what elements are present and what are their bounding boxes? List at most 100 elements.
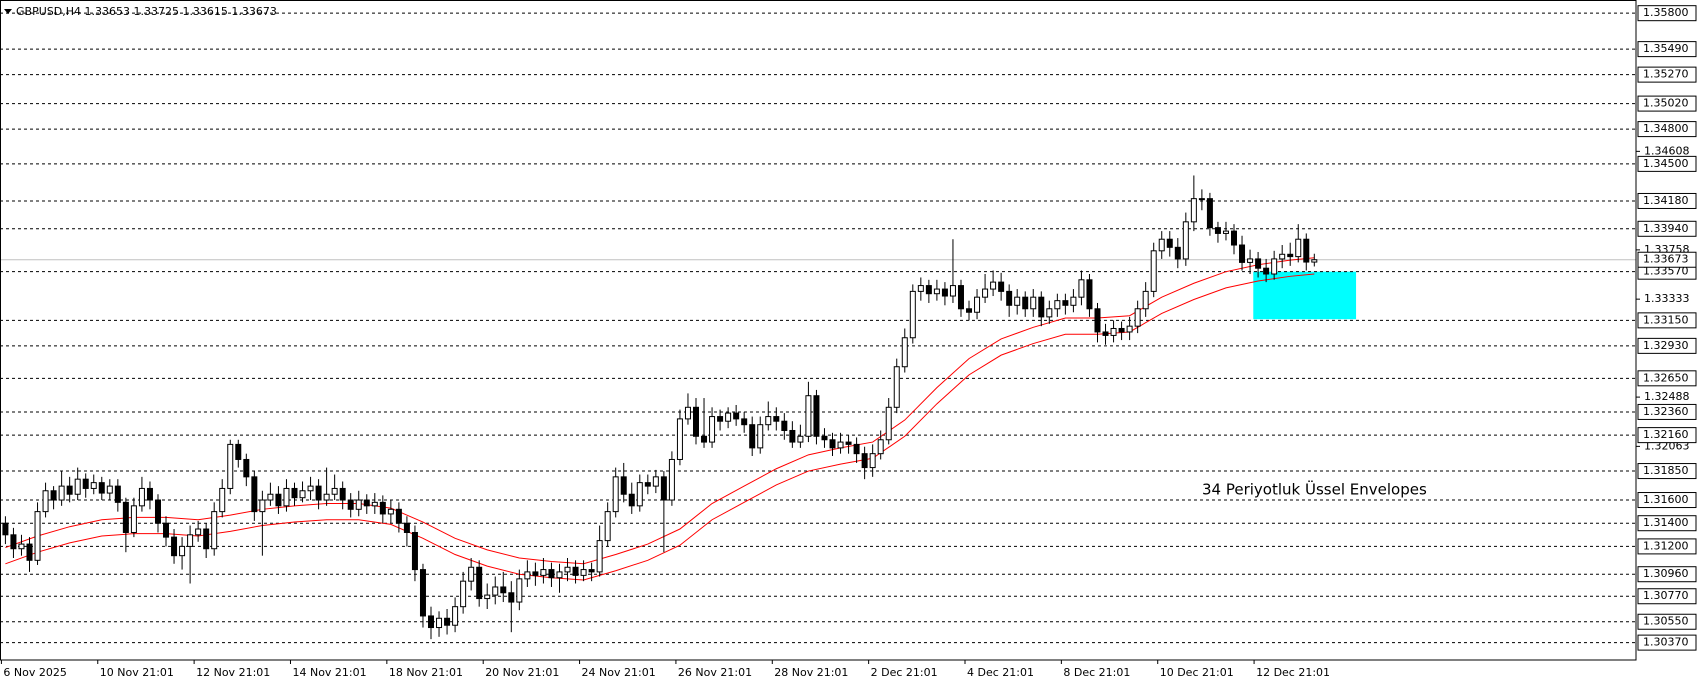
level-label: 1.30550: [1643, 615, 1689, 628]
candle-body: [98, 482, 105, 494]
candle-body: [58, 485, 65, 501]
level-label: 1.32930: [1643, 339, 1689, 352]
level-label-box: [1637, 121, 1697, 138]
level-label: 1.33150: [1643, 313, 1689, 326]
candle-body: [741, 418, 748, 426]
candle-body: [701, 435, 708, 443]
level-label-box: [1637, 463, 1697, 480]
candle-body: [275, 493, 282, 507]
candle-body: [821, 435, 828, 441]
candle-body: [636, 482, 643, 507]
x-tick-label: 12 Dec 21:01: [1256, 666, 1330, 679]
candle-body: [1150, 250, 1157, 292]
candle-body: [339, 487, 346, 501]
candle-body: [813, 395, 820, 437]
candle-body: [211, 511, 218, 550]
price-label-box: [1637, 251, 1697, 268]
candle-body: [331, 487, 338, 495]
candle-body: [990, 281, 997, 290]
candle-body: [1182, 221, 1189, 260]
level-label: 1.33940: [1643, 222, 1689, 235]
candle-body: [1214, 227, 1221, 234]
candle-body: [765, 416, 772, 426]
candle-body: [829, 439, 836, 449]
price-label: 1.33673: [1643, 253, 1689, 266]
candle-body: [436, 617, 443, 629]
candle-body: [235, 443, 242, 460]
x-tick-label: 18 Nov 21:01: [389, 666, 463, 679]
candle-body: [644, 482, 651, 487]
candle-body: [203, 528, 210, 550]
candle-body: [355, 499, 362, 510]
candle-body: [444, 617, 451, 626]
candle-body: [524, 571, 531, 580]
candle-body: [259, 499, 266, 513]
candle-body: [1046, 308, 1053, 318]
level-label: 1.35020: [1643, 97, 1689, 110]
level-label: 1.35490: [1643, 42, 1689, 55]
candle-body: [853, 443, 860, 455]
candle-body: [797, 435, 804, 443]
candle-body: [998, 281, 1005, 292]
x-tick-label: 20 Nov 21:01: [485, 666, 559, 679]
candle-body: [692, 406, 699, 437]
candle-body: [50, 490, 57, 501]
candle-body: [1279, 253, 1286, 260]
level-label: 1.30960: [1643, 567, 1689, 580]
candle-body: [861, 453, 868, 469]
candle-body: [10, 534, 17, 550]
candle-body: [227, 443, 234, 489]
candle-body: [283, 487, 290, 507]
candle-body: [660, 476, 667, 501]
candle-body: [1271, 258, 1278, 275]
candle-body: [500, 586, 507, 594]
candle-body: [122, 501, 129, 533]
candle-body: [251, 476, 258, 513]
candle-body: [893, 366, 900, 408]
candle-body: [26, 543, 33, 561]
annotation: 34 Periyotluk Üssel Envelopes: [1202, 480, 1427, 499]
candle-body: [885, 406, 892, 441]
candle-body: [572, 566, 579, 576]
level-label: 1.33570: [1643, 265, 1689, 278]
candle-body: [460, 580, 467, 608]
candle-body: [138, 487, 145, 507]
candle-body: [243, 458, 250, 478]
candle-body: [837, 441, 844, 449]
candle-body: [371, 501, 378, 507]
candle-body: [949, 285, 956, 297]
candle-body: [323, 493, 330, 501]
chart-title: GBPUSD,H4 1.33653 1.33725 1.33615 1.3367…: [16, 5, 277, 18]
candle-body: [492, 586, 499, 596]
candle-body: [781, 420, 788, 431]
candle-body: [219, 487, 226, 513]
candle-body: [363, 499, 370, 507]
level-label-box: [1637, 337, 1697, 354]
candle-body: [379, 501, 386, 515]
candle-body: [291, 487, 298, 499]
x-tick-label: 4 Dec 21:01: [967, 666, 1034, 679]
plot-border: [0, 0, 1637, 661]
candle-body: [628, 493, 635, 507]
candle-body: [1014, 296, 1021, 306]
candle-body: [1070, 296, 1077, 306]
candle-body: [307, 485, 314, 492]
candle-body: [789, 429, 796, 443]
candle-body: [717, 416, 724, 422]
candle-body: [1263, 267, 1270, 275]
candle-body: [516, 578, 523, 603]
x-tick-label: 6 Nov 2025: [3, 666, 66, 679]
candle-body: [612, 476, 619, 513]
candle-body: [187, 534, 194, 547]
x-tick-label: 2 Dec 21:01: [871, 666, 938, 679]
candle-body: [395, 508, 402, 524]
level-label: 1.34500: [1643, 157, 1689, 170]
candle-body: [1086, 279, 1093, 310]
candle-body: [146, 487, 153, 501]
candle-body: [1158, 238, 1165, 252]
candle-body: [179, 545, 186, 557]
level-label-box: [1637, 566, 1697, 583]
candle-body: [18, 543, 25, 550]
zone-rectangle: [1253, 271, 1357, 320]
candle-body: [1006, 290, 1013, 306]
